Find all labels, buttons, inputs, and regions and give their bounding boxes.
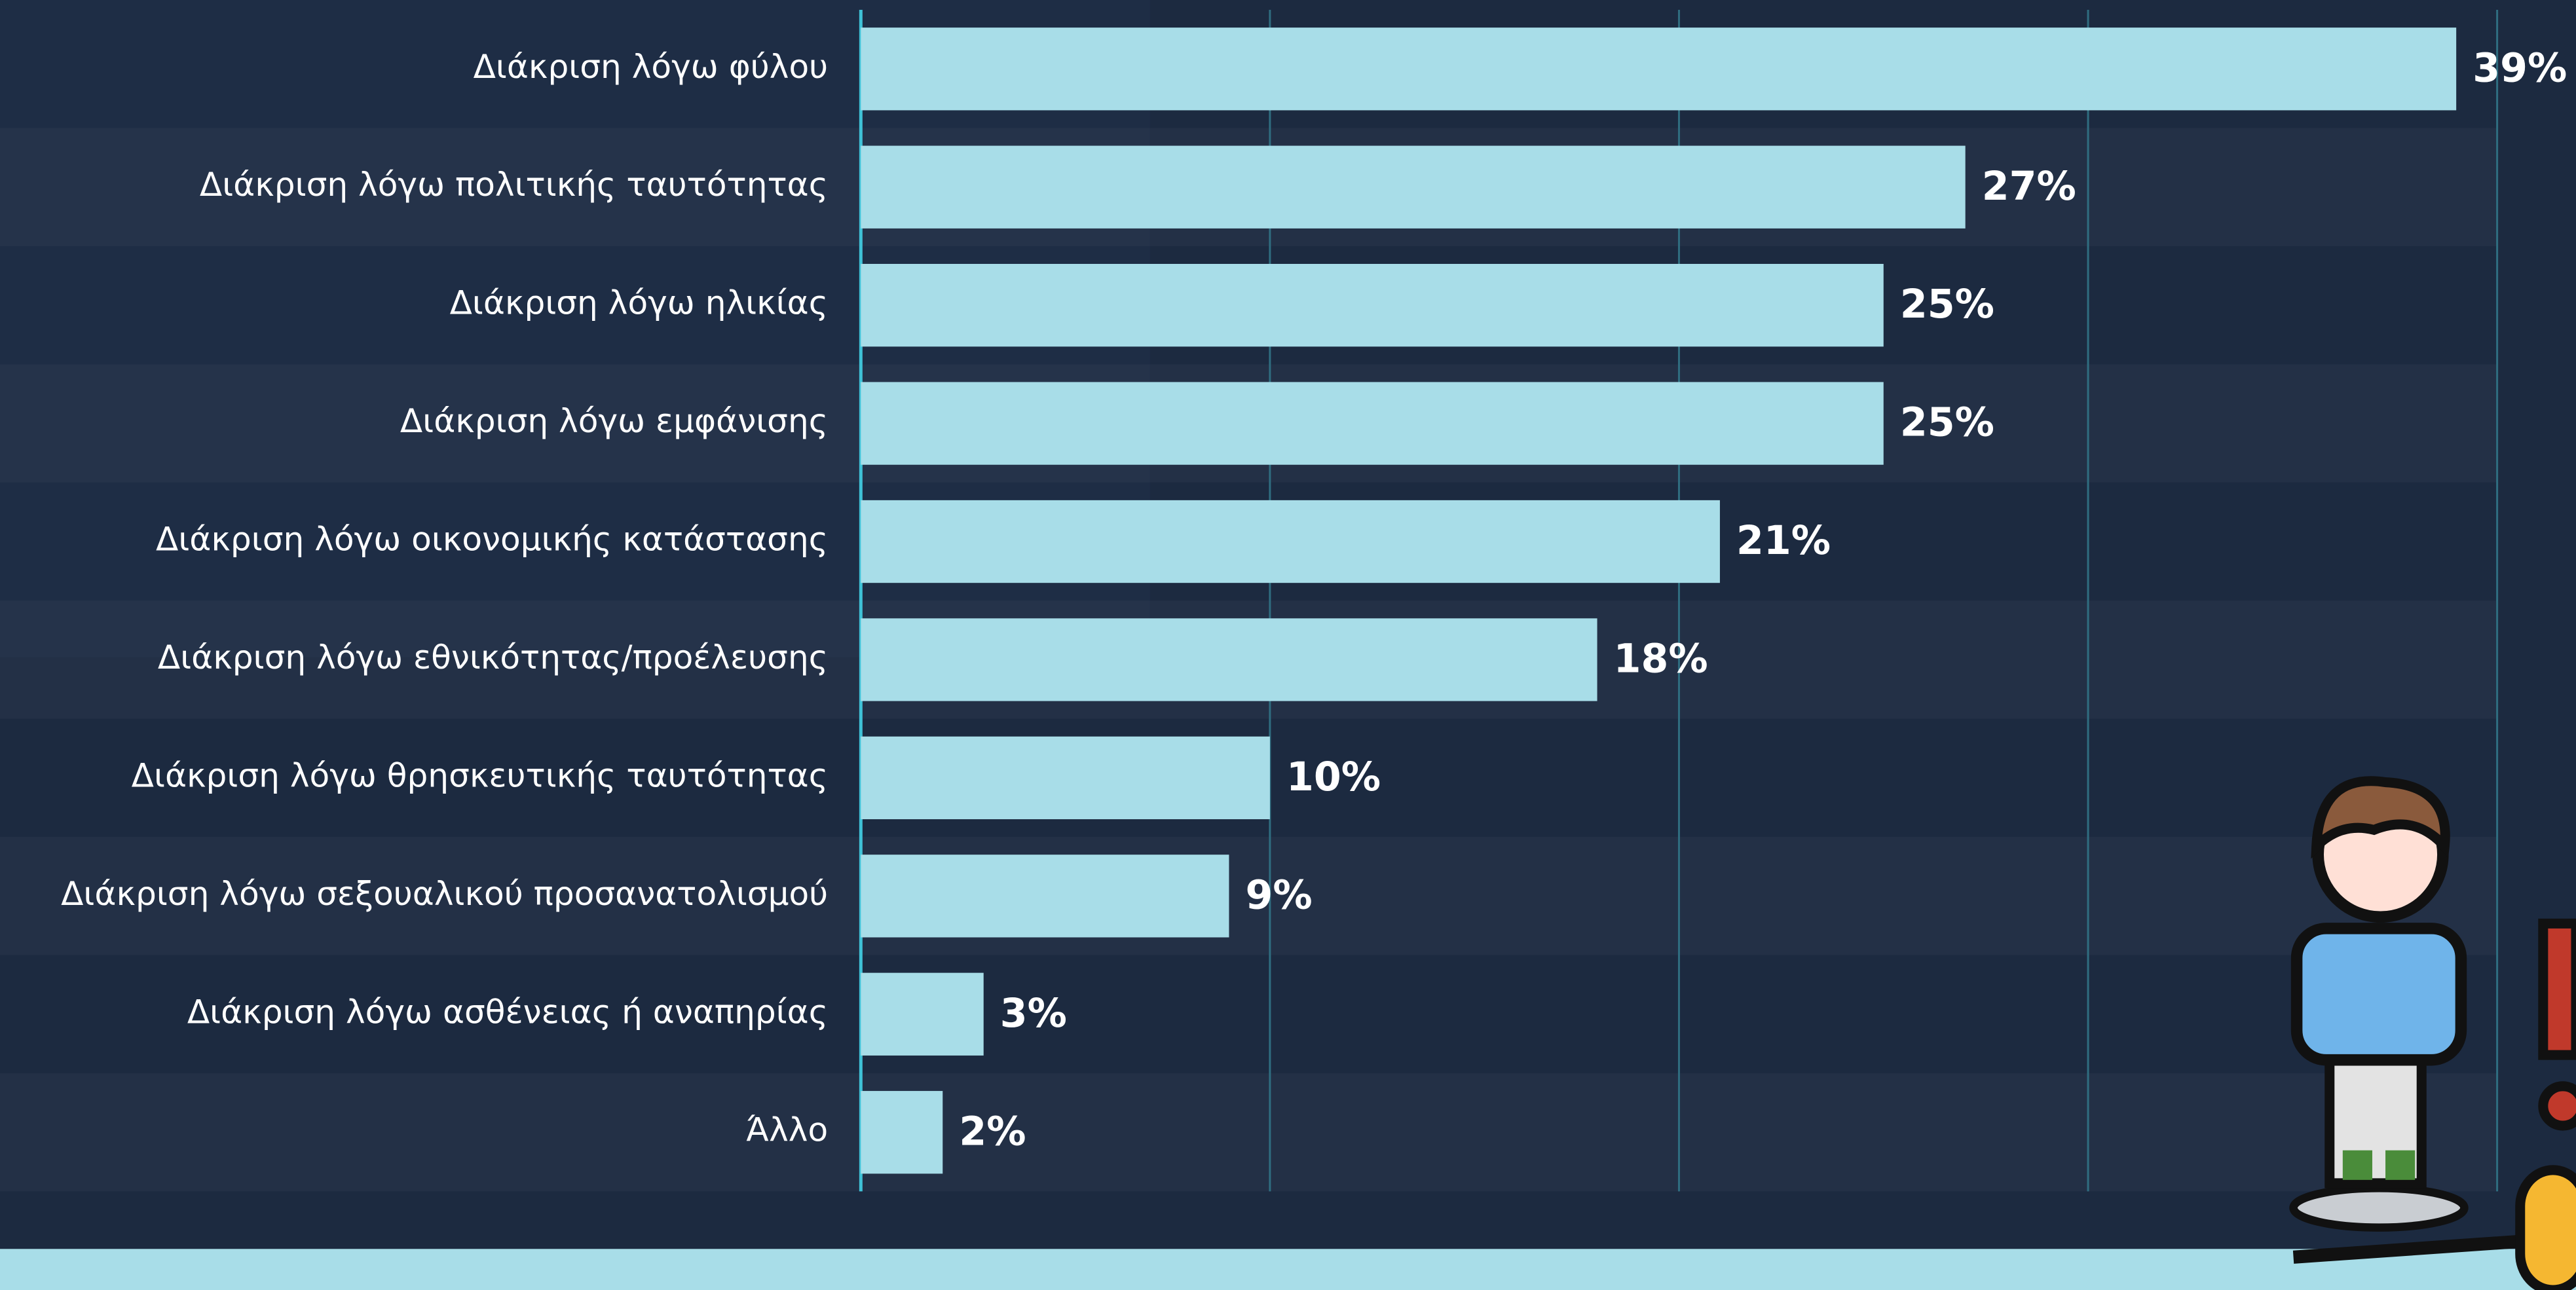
value-label: 21%	[1736, 518, 1831, 564]
category-label: Διάκριση λόγω ηλικίας	[450, 284, 829, 322]
footer-band	[0, 1249, 2576, 1290]
category-label: Διάκριση λόγω φύλου	[474, 47, 829, 86]
value-label: 39%	[2473, 45, 2567, 91]
bar	[861, 146, 1965, 229]
value-label: 3%	[1000, 991, 1067, 1037]
page: {"chart_data": {"type": "bar", "orientat…	[0, 0, 2576, 1290]
bar	[861, 1091, 943, 1173]
chart: Διάκριση λόγω φύλου 39% Διάκριση λόγω πολι…	[0, 0, 2576, 1290]
category-label: Άλλο	[746, 1111, 828, 1149]
category-label: Διάκριση λόγω οικονομικής κατάστασης	[156, 520, 828, 559]
bar	[861, 382, 1883, 464]
bar	[861, 618, 1597, 701]
bar	[861, 28, 2456, 110]
category-label: Διάκριση λόγω πολιτικής ταυτότητας	[200, 165, 828, 204]
category-label: Διάκριση λόγω ασθένειας ή αναπηρίας	[187, 992, 828, 1031]
category-label: Διάκριση λόγω σεξουαλικού προσανατολισμο…	[61, 874, 828, 913]
bar	[861, 500, 1720, 583]
bar	[861, 737, 1270, 819]
value-label: 18%	[1614, 636, 1708, 682]
value-label: 25%	[1900, 282, 1994, 327]
bar	[861, 973, 983, 1056]
row-band	[0, 1073, 2497, 1191]
category-label: Διάκριση λόγω εμφάνισης	[400, 401, 828, 440]
category-label: Διάκριση λόγω εθνικότητας/προέλευσης	[158, 638, 828, 676]
bar	[861, 264, 1883, 346]
value-label: 27%	[1982, 164, 2076, 210]
value-label: 10%	[1286, 754, 1381, 800]
bar	[861, 855, 1229, 937]
category-label: Διάκριση λόγω θρησκευτικής ταυτότητας	[132, 756, 828, 794]
value-label: 9%	[1246, 872, 1313, 918]
value-label: 2%	[959, 1109, 1026, 1154]
value-label: 25%	[1900, 400, 1994, 446]
